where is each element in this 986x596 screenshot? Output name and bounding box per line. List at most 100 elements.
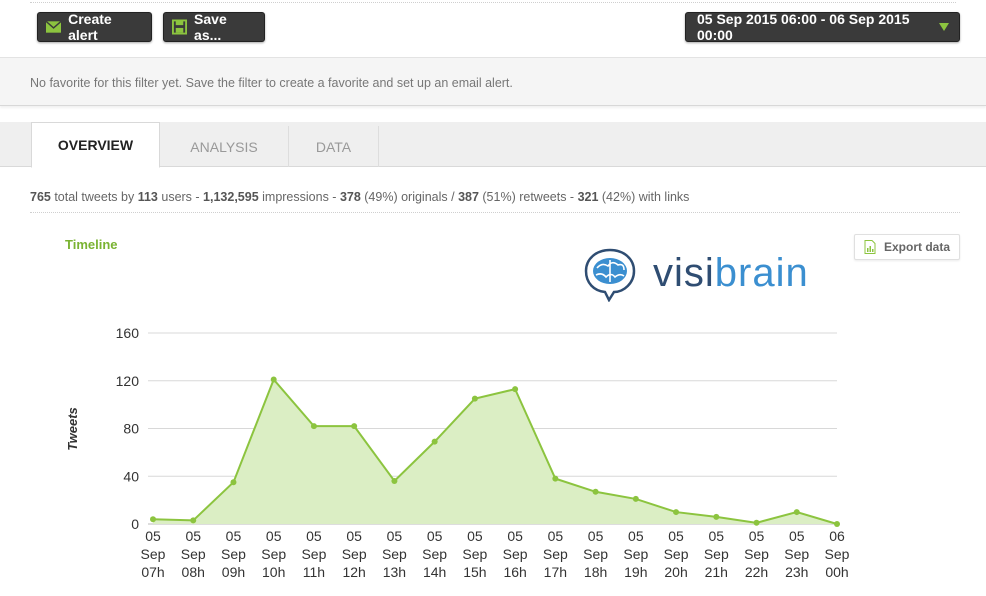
x-tick-label: 05 bbox=[387, 528, 403, 544]
export-data-label: Export data bbox=[884, 240, 951, 254]
x-tick-label: 20h bbox=[664, 564, 687, 580]
x-tick-label: 21h bbox=[705, 564, 728, 580]
x-tick-label: 05 bbox=[668, 528, 684, 544]
y-tick-label: 40 bbox=[123, 468, 139, 484]
create-alert-label: Create alert bbox=[68, 11, 112, 43]
x-tick-label: 23h bbox=[785, 564, 808, 580]
x-tick-label: Sep bbox=[301, 546, 326, 562]
x-tick-label: Sep bbox=[784, 546, 809, 562]
x-tick-label: 07h bbox=[141, 564, 164, 580]
x-tick-label: 16h bbox=[503, 564, 526, 580]
x-tick-label: 13h bbox=[383, 564, 406, 580]
data-point bbox=[150, 516, 156, 523]
chart-file-icon bbox=[864, 240, 876, 254]
data-point bbox=[552, 475, 559, 482]
data-point bbox=[834, 521, 840, 527]
x-tick-label: Sep bbox=[382, 546, 407, 562]
date-range-picker[interactable]: 05 Sep 2015 06:00 - 06 Sep 2015 00:00 bbox=[685, 11, 960, 43]
export-data-button[interactable]: Export data bbox=[854, 234, 960, 260]
x-tick-label: 05 bbox=[427, 528, 443, 544]
summary-stats: 765 total tweets by 113 users - 1,132,59… bbox=[30, 190, 689, 204]
stat-retweets: 387 bbox=[458, 190, 479, 204]
stat-label: (42%) with links bbox=[598, 190, 690, 204]
brand-logo: visibrain bbox=[653, 248, 809, 298]
x-tick-label: Sep bbox=[664, 546, 689, 562]
x-tick-label: 18h bbox=[584, 564, 607, 580]
floppy-disk-icon bbox=[172, 19, 188, 35]
data-point bbox=[230, 479, 237, 486]
divider bbox=[30, 212, 960, 213]
x-tick-label: Sep bbox=[221, 546, 246, 562]
data-point bbox=[190, 517, 197, 524]
stat-label: (49%) originals / bbox=[360, 190, 459, 204]
x-tick-label: 05 bbox=[266, 528, 282, 544]
x-tick-label: 05 bbox=[749, 528, 765, 544]
timeline-chart: 0 40 80 120 160 Tweets 05 Sep 07h 05 Sep 08h 05 Sep 09… bbox=[65, 325, 850, 580]
data-point bbox=[632, 495, 639, 502]
data-point bbox=[793, 509, 800, 516]
x-tick-label: Sep bbox=[704, 546, 729, 562]
x-tick-label: Sep bbox=[181, 546, 206, 562]
data-point bbox=[512, 386, 519, 393]
envelope-icon bbox=[46, 20, 62, 33]
stat-label: (51%) retweets - bbox=[478, 190, 578, 204]
data-point bbox=[351, 423, 358, 430]
data-point bbox=[270, 376, 277, 383]
create-alert-button[interactable]: Create alert bbox=[37, 11, 152, 43]
series-area bbox=[153, 379, 837, 524]
x-tick-label: 12h bbox=[342, 564, 365, 580]
x-tick-label: Sep bbox=[543, 546, 568, 562]
x-tick-label: Sep bbox=[422, 546, 447, 562]
stat-impressions: 1,132,595 bbox=[203, 190, 259, 204]
notice-text: No favorite for this filter yet. Save th… bbox=[30, 76, 513, 90]
x-tick-label: Sep bbox=[623, 546, 648, 562]
x-tick-label: Sep bbox=[141, 546, 166, 562]
brain-logo-icon bbox=[584, 248, 636, 302]
x-tick-label: 05 bbox=[709, 528, 725, 544]
divider bbox=[30, 2, 956, 3]
stat-links: 321 bbox=[577, 190, 599, 204]
x-tick-label: Sep bbox=[583, 546, 608, 562]
caret-down-icon bbox=[939, 23, 949, 31]
x-tick-label: 10h bbox=[262, 564, 285, 580]
save-as-button[interactable]: Save as... bbox=[163, 11, 265, 43]
x-tick-label: 14h bbox=[423, 564, 446, 580]
x-tick-label: 06 bbox=[829, 528, 845, 544]
x-tick-label: Sep bbox=[744, 546, 769, 562]
x-tick-label: Sep bbox=[825, 546, 850, 562]
favorite-notice: No favorite for this filter yet. Save th… bbox=[0, 57, 986, 106]
y-tick-label: 160 bbox=[116, 325, 140, 341]
data-point bbox=[471, 395, 478, 402]
stat-total-tweets: 765 bbox=[30, 190, 51, 204]
stat-label: total tweets by bbox=[50, 190, 138, 204]
save-as-label: Save as... bbox=[194, 11, 227, 43]
tab-overview-label: OVERVIEW bbox=[57, 137, 134, 153]
x-tick-label: 19h bbox=[624, 564, 647, 580]
series-line bbox=[152, 377, 838, 525]
x-tick-label: 05 bbox=[145, 528, 161, 544]
tab-overview[interactable]: OVERVIEW bbox=[31, 122, 160, 168]
x-tick-label: 00h bbox=[825, 564, 848, 580]
x-tick-label: 05 bbox=[548, 528, 564, 544]
tab-analysis[interactable]: ANALYSIS bbox=[160, 126, 289, 167]
data-point bbox=[673, 509, 680, 516]
x-tick-label: Sep bbox=[462, 546, 487, 562]
y-tick-label: 120 bbox=[116, 373, 140, 389]
x-tick-label: 05 bbox=[185, 528, 201, 544]
logo-part-2: brain bbox=[714, 251, 809, 295]
tab-data-label: DATA bbox=[315, 138, 352, 155]
x-tick-label: 05 bbox=[789, 528, 805, 544]
x-tick-label: 05 bbox=[226, 528, 242, 544]
x-tick-label: Sep bbox=[261, 546, 286, 562]
y-tick-label: 80 bbox=[123, 421, 139, 437]
x-tick-label: Sep bbox=[342, 546, 367, 562]
y-axis-label: Tweets bbox=[65, 407, 80, 451]
tab-data[interactable]: DATA bbox=[289, 126, 379, 167]
y-tick-label: 0 bbox=[131, 516, 139, 532]
tab-bar: OVERVIEW ANALYSIS DATA bbox=[0, 122, 986, 168]
date-range-label: 05 Sep 2015 06:00 - 06 Sep 2015 00:00 bbox=[697, 11, 910, 43]
stat-label: impressions - bbox=[258, 190, 340, 204]
data-point bbox=[592, 488, 599, 495]
top-toolbar: Create alert Save as... 05 Sep 2015 06:0… bbox=[0, 0, 986, 56]
stat-label: users - bbox=[157, 190, 204, 204]
